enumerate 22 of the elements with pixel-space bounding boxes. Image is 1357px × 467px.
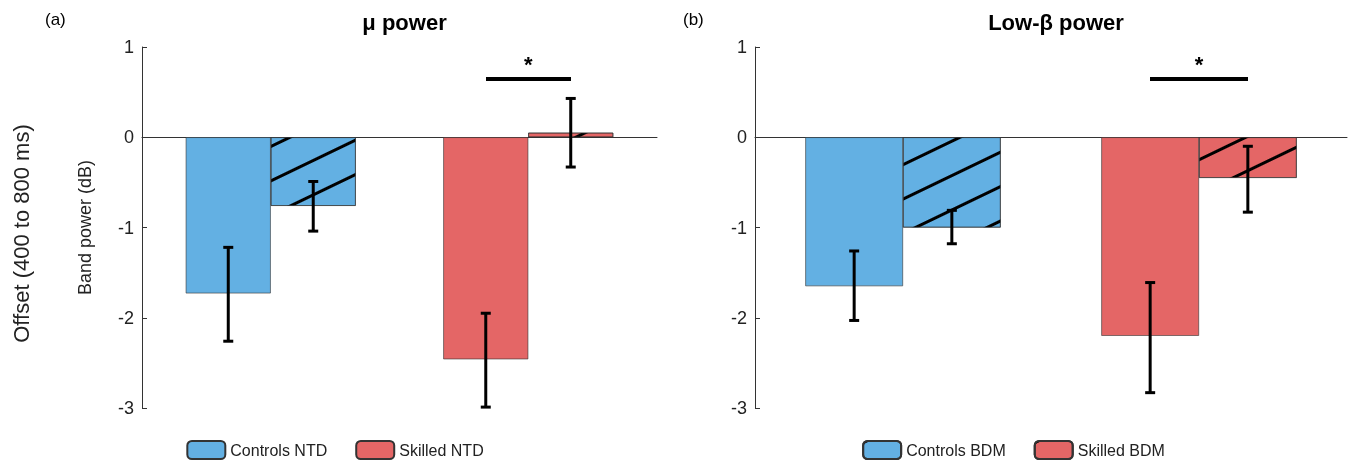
y-tick-label: -3 [730,398,747,418]
y-tick-label: -2 [730,307,747,328]
chart-subtitle: (a) [45,10,66,29]
y-tick-label: 0 [736,127,747,148]
annotation: * [522,52,534,77]
legend-label: Controls BDM [906,441,1006,459]
y-tick-label: -3 [117,398,134,418]
y-tick-label: 1 [123,37,134,57]
y-tick-label: 1 [736,37,747,57]
chart-subtitle: (b) [683,10,704,29]
legend-label: Skilled BDM [1077,441,1165,459]
annotation: * [1193,52,1205,77]
y-tick-label: -1 [730,217,747,238]
chart-title: Low-β power [988,9,1125,35]
legend-label: Skilled NTD [399,441,484,459]
y-tick-label: -2 [117,307,134,328]
y-tick-label: -1 [117,217,134,238]
chart-title: μ power [362,9,448,35]
y-tick-label: 0 [123,127,134,148]
text: Offset (400 to 800 ms) [8,124,34,343]
y-axis-title: Band power (dB) [75,159,95,296]
legend-label: Controls NTD [230,441,328,459]
